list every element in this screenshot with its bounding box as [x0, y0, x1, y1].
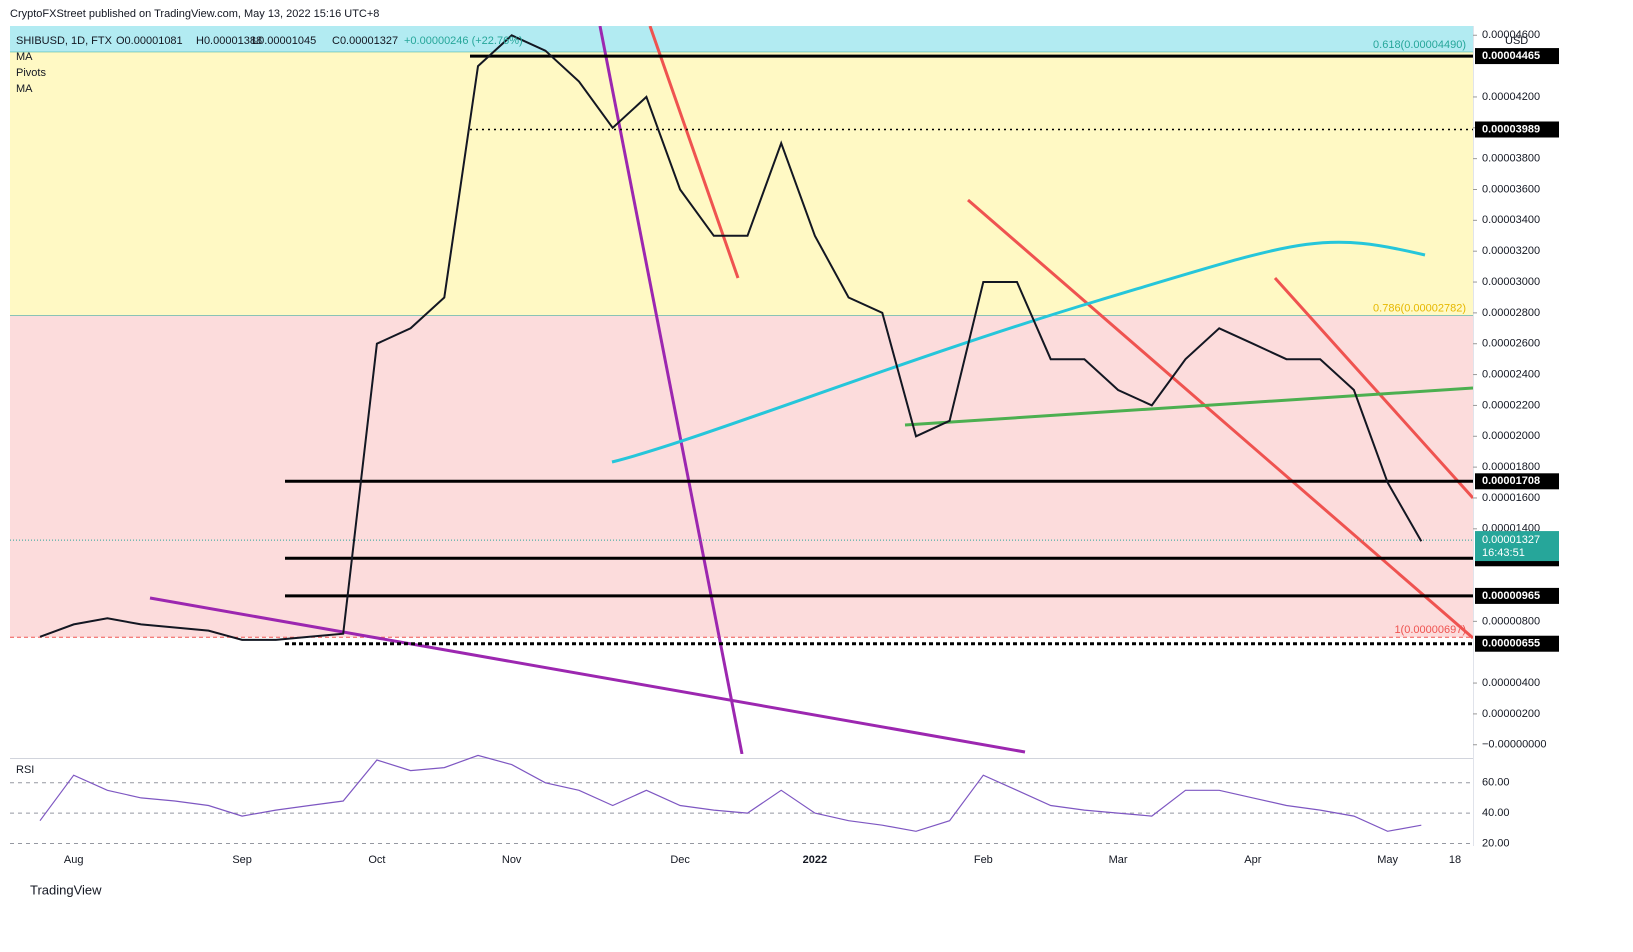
last-price-label: 0.00001327	[1482, 534, 1540, 546]
level-label: 0.00000965	[1482, 590, 1540, 602]
level-label: 0.00003989	[1482, 123, 1540, 135]
x-tick-label: 18	[1449, 854, 1461, 866]
fib-label: 1(0.00000697)	[1394, 624, 1466, 636]
footer: TradingView	[30, 882, 102, 897]
y-tick-label: 0.00002000	[1482, 430, 1540, 442]
series-line	[39, 34, 1423, 641]
publisher: CryptoFXStreet published on TradingView.…	[10, 8, 379, 20]
x-tick-label: Apr	[1244, 854, 1261, 866]
change: +0.00000246 (+22.76%)	[404, 35, 523, 47]
x-tick-label: Nov	[502, 854, 522, 866]
y-tick-label: 0.00002200	[1482, 399, 1540, 411]
y-tick-label: 0.00001600	[1482, 492, 1540, 504]
x-tick-label: May	[1377, 854, 1398, 866]
rsi-tick-label: 20.00	[1482, 837, 1510, 849]
y-tick-label: 0.00004600	[1482, 29, 1540, 41]
level-tag	[1475, 473, 1559, 490]
y-tick-label: 0.00000800	[1482, 615, 1540, 627]
y-tick-label: 0.00004200	[1482, 91, 1540, 103]
level-tag	[1475, 587, 1559, 604]
fib-zone	[10, 26, 1473, 53]
level-label: 0.00001708	[1482, 475, 1540, 487]
pane-divider	[10, 758, 1473, 759]
x-tick-label: Oct	[368, 854, 385, 866]
y-tick-label: 0.00000200	[1482, 708, 1540, 720]
x-tick-label: 2022	[803, 854, 827, 866]
level-label: 0.00004465	[1482, 50, 1540, 62]
indicator: MA	[16, 51, 33, 63]
level-tag	[1475, 121, 1559, 138]
x-tick-label: Mar	[1109, 854, 1128, 866]
trend-lines	[149, 26, 1473, 754]
close: C0.00001327	[332, 35, 398, 47]
rsi-tick-label: 40.00	[1482, 807, 1510, 819]
indicator: MA	[16, 83, 33, 95]
y-tick-label: 0.00002400	[1482, 368, 1540, 380]
rsi-tick-label: 60.00	[1482, 777, 1510, 789]
level-tag	[1475, 48, 1559, 65]
level-label: 0.00000655	[1482, 638, 1540, 650]
countdown: 16:43:51	[1482, 547, 1525, 559]
fib-zone	[10, 52, 1473, 316]
currency: USD	[1505, 35, 1528, 47]
fib-label: 0.786(0.00002782)	[1373, 303, 1466, 315]
high: H0.00001388	[196, 35, 262, 47]
y-tick-label: −0.00000000	[1482, 739, 1547, 751]
indicator: Pivots	[16, 67, 46, 79]
x-tick-label: Feb	[974, 854, 993, 866]
fib-zone	[10, 315, 1473, 638]
x-tick-label: Sep	[232, 854, 252, 866]
series-line	[39, 754, 1422, 832]
fib-label: 0.618(0.00004490)	[1373, 39, 1466, 51]
rsi-title: RSI	[16, 764, 34, 776]
level-tag	[1475, 635, 1559, 652]
low: L0.00001045	[252, 35, 316, 47]
y-tick-label: 0.00003000	[1482, 276, 1540, 288]
y-tick-label: 0.00002600	[1482, 338, 1540, 350]
x-tick-label: Dec	[670, 854, 690, 866]
y-tick-label: 0.00003800	[1482, 153, 1540, 165]
y-tick-label: 0.00000400	[1482, 677, 1540, 689]
y-tick-label: 0.00001800	[1482, 461, 1540, 473]
open: O0.00001081	[116, 35, 183, 47]
last-price-tag	[1475, 531, 1559, 562]
y-tick-label: 0.00003400	[1482, 214, 1540, 226]
y-tick-label: 0.00003200	[1482, 245, 1540, 257]
x-tick-label: Aug	[64, 854, 84, 866]
y-tick-label: 0.00002800	[1482, 307, 1540, 319]
symbol: SHIBUSD, 1D, FTX	[16, 35, 113, 47]
y-tick-label: 0.00003600	[1482, 183, 1540, 195]
